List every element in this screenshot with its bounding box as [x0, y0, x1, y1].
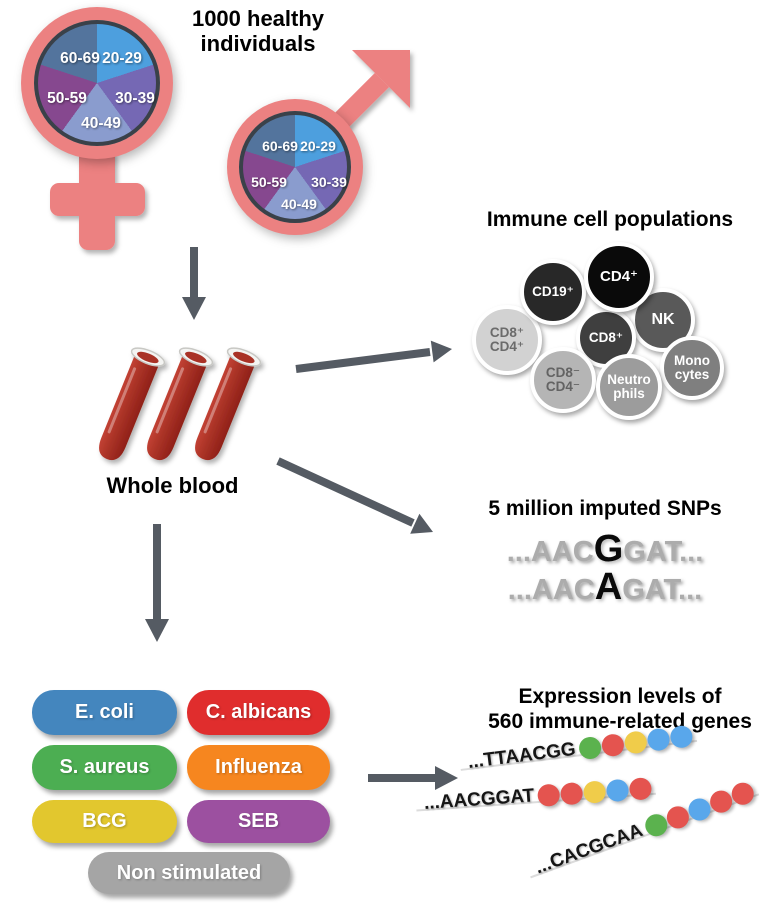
cell-label: NK [651, 310, 675, 328]
cell-circle-monocytes: Mono cytes [660, 336, 724, 400]
stimulus-pill-bcg: BCG [32, 800, 177, 843]
cell-circle-cd8pos-cd4pos: CD8⁺ CD4⁺ [472, 305, 542, 375]
blue-dot [606, 778, 630, 803]
cell-label: CD19⁺ [532, 283, 574, 299]
snp-sequence-2: ...AAC A GAT... [440, 566, 770, 609]
expression-section-title: Expression levels of 560 immune-related … [460, 684, 771, 734]
test-tubes-icon [99, 347, 262, 461]
stimulus-pill-seb: SEB [187, 800, 330, 843]
age-label-50-59: 50-59 [47, 90, 87, 107]
cell-circle-neutrophils: Neutro phils [596, 354, 662, 420]
gene-sequence: ...CACGCAA [532, 820, 646, 879]
stimulus-pill-calbicans: C. albicans [187, 690, 330, 735]
age-label-30-39: 30-39 [311, 174, 347, 190]
cell-label: phils [613, 386, 645, 401]
age-label-60-69: 60-69 [60, 50, 100, 67]
yellow-dot [623, 730, 649, 755]
snp-seq-post: GAT... [623, 536, 704, 568]
snp-allele: A [594, 566, 623, 608]
figure-title: 1000 healthy individuals [191, 6, 325, 56]
gene-sequence: ...AACGGAT [423, 785, 535, 814]
cell-label: cytes [674, 367, 710, 382]
female-age-pie-chart: 20-29 30-39 40-49 50-59 60-69 [34, 20, 160, 146]
blue-dot [669, 724, 695, 750]
male-symbol-arrow-icon [328, 50, 410, 134]
cell-label: CD4⁻ [545, 379, 581, 394]
expression-dots [536, 777, 653, 807]
snp-seq-post: GAT... [622, 574, 703, 606]
whole-blood-label: Whole blood [106, 473, 239, 498]
age-label-40-49: 40-49 [281, 196, 317, 212]
expression-title-line1: Expression levels of [518, 685, 722, 708]
cell-circle-cd8neg-cd4neg: CD8⁻ CD4⁻ [530, 347, 596, 413]
red-dot [601, 732, 626, 758]
cell-label: CD4⁺ [489, 339, 525, 354]
female-symbol-cross-icon [50, 148, 145, 250]
age-label-20-29: 20-29 [102, 50, 142, 67]
arrow-to-snps-icon [276, 457, 433, 534]
stimulus-pill-saureus: S. aureus [32, 745, 177, 790]
red-dot [560, 781, 584, 806]
arrow-to-cells-icon [295, 340, 452, 373]
red-dot [629, 777, 653, 801]
cell-label: Neutro [607, 371, 651, 387]
arrow-to-expression-icon [368, 766, 458, 790]
age-label-60-69: 60-69 [262, 138, 298, 154]
cell-label: Mono [674, 352, 710, 368]
cell-label: CD8⁺ [489, 324, 525, 340]
cell-circle-cd4pos: CD4⁺ [584, 242, 654, 312]
snp-allele: G [593, 528, 624, 570]
gene-sequence: ...TTAACGG [466, 738, 577, 773]
arrow-down-to-stimuli-icon [145, 524, 169, 642]
snp-sequence-1: ...AAC G GAT... [440, 528, 770, 571]
green-dot [578, 735, 603, 761]
red-dot [537, 783, 561, 807]
expression-dots [641, 779, 757, 840]
expression-title-line2: 560 immune-related genes [488, 710, 752, 733]
male-age-pie-chart: 20-29 30-39 40-49 50-59 60-69 [239, 111, 351, 223]
stimulus-pill-influenza: Influenza [187, 745, 330, 790]
cells-section-title: Immune cell populations [486, 208, 734, 231]
yellow-dot [583, 780, 607, 804]
age-label-50-59: 50-59 [251, 174, 287, 190]
stimulus-pill-ecoli: E. coli [32, 690, 177, 735]
stimulus-pill-nonstimulated: Non stimulated [88, 852, 290, 894]
cell-circle-cd19pos: CD19⁺ [520, 259, 586, 325]
snps-section-title: 5 million imputed SNPs [488, 497, 722, 520]
cell-label: CD4⁺ [600, 268, 638, 286]
snp-seq-pre: ...AAC [506, 536, 594, 568]
gene-row-2: ...AACGGAT [416, 777, 657, 815]
arrow-down-to-blood-icon [182, 247, 206, 320]
age-label-40-49: 40-49 [81, 115, 121, 132]
cell-label: CD8⁺ [588, 329, 624, 345]
blue-dot [646, 727, 672, 752]
snp-seq-pre: ...AAC [507, 574, 595, 606]
red-dot [728, 779, 757, 808]
age-label-30-39: 30-39 [115, 90, 155, 107]
age-label-20-29: 20-29 [300, 138, 336, 154]
cell-label: CD8⁻ [545, 364, 581, 380]
